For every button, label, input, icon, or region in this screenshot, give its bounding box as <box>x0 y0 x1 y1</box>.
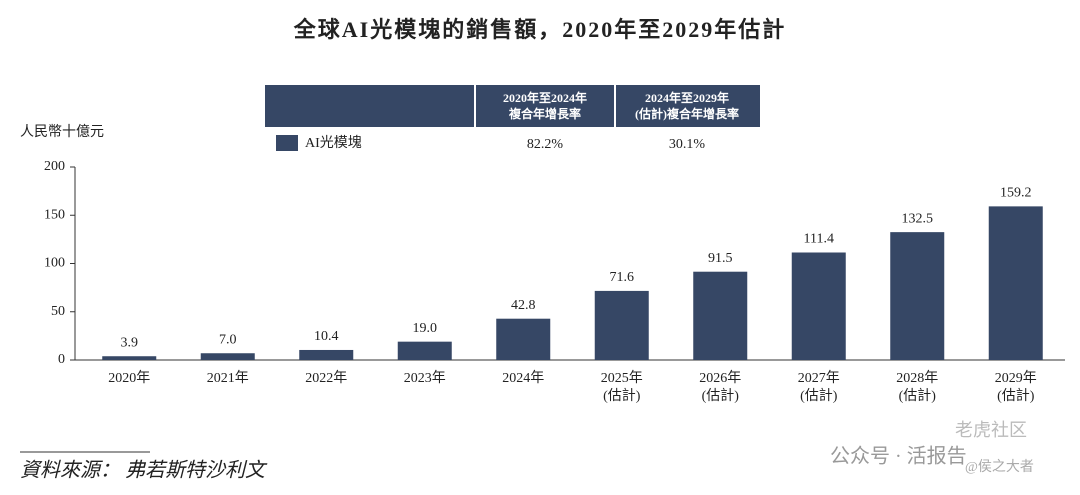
bar <box>594 290 649 360</box>
x-tick-label: 2029年 <box>995 370 1037 386</box>
x-tick-label: 2026年 <box>699 370 741 386</box>
y-tick-label: 50 <box>51 304 65 319</box>
table-header-text: (估計)複合年增長率 <box>635 106 739 121</box>
bar <box>693 271 748 360</box>
watermark: @侯之大者 <box>965 459 1034 475</box>
watermark: 老虎社区 <box>955 420 1027 440</box>
bar <box>299 349 354 360</box>
x-tick-label: 2027年 <box>798 370 840 386</box>
x-tick-label: 2028年 <box>896 370 938 386</box>
x-tick-label: 2022年 <box>305 370 347 386</box>
x-tick-label: (估計) <box>800 388 838 404</box>
bar <box>890 232 945 360</box>
value-label: 91.5 <box>708 251 733 266</box>
x-tick-label: 2025年 <box>601 370 643 386</box>
x-tick-label: 2023年 <box>404 370 446 386</box>
x-tick-label: (估計) <box>603 388 641 404</box>
x-tick-label: (估計) <box>702 388 740 404</box>
bar <box>397 341 452 360</box>
value-label: 132.5 <box>902 211 934 226</box>
x-tick-label: (估計) <box>997 388 1035 404</box>
source-note: 資料來源： 弗若斯特沙利文 <box>20 460 268 482</box>
table-header <box>265 85 760 127</box>
bar <box>988 206 1043 360</box>
bar <box>200 353 255 360</box>
value-label: 3.9 <box>121 335 139 350</box>
value-label: 10.4 <box>314 329 339 344</box>
y-tick-label: 150 <box>44 207 65 222</box>
bar <box>496 318 551 360</box>
value-label: 42.8 <box>511 298 536 313</box>
x-tick-label: 2024年 <box>502 370 544 386</box>
bar <box>102 356 157 360</box>
x-tick-label: 2020年 <box>108 370 150 386</box>
table-header-text: 2020年至2024年 <box>503 90 587 105</box>
y-tick-label: 200 <box>44 159 65 174</box>
value-label: 71.6 <box>610 270 635 285</box>
table-header-text: 複合年增長率 <box>508 106 581 121</box>
watermark: 公众号 · 活报告 <box>830 445 967 468</box>
y-tick-label: 100 <box>44 256 65 271</box>
table-header-text: 2024年至2029年 <box>645 90 729 105</box>
value-label: 19.0 <box>413 321 438 336</box>
legend-swatch <box>276 135 298 151</box>
y-tick-label: 0 <box>58 352 65 367</box>
value-label: 7.0 <box>219 332 237 347</box>
cagr-value: 82.2% <box>527 137 564 152</box>
y-axis-unit: 人民幣十億元 <box>20 124 104 140</box>
value-label: 159.2 <box>1000 186 1032 201</box>
bar <box>791 252 846 360</box>
cagr-value: 30.1% <box>669 137 706 152</box>
legend-label: AI光模塊 <box>305 135 362 151</box>
value-label: 111.4 <box>804 232 834 247</box>
x-tick-label: (估計) <box>899 388 937 404</box>
x-tick-label: 2021年 <box>207 370 249 386</box>
chart-title: 全球AI光模塊的銷售額，2020年至2029年估計 <box>293 17 786 42</box>
